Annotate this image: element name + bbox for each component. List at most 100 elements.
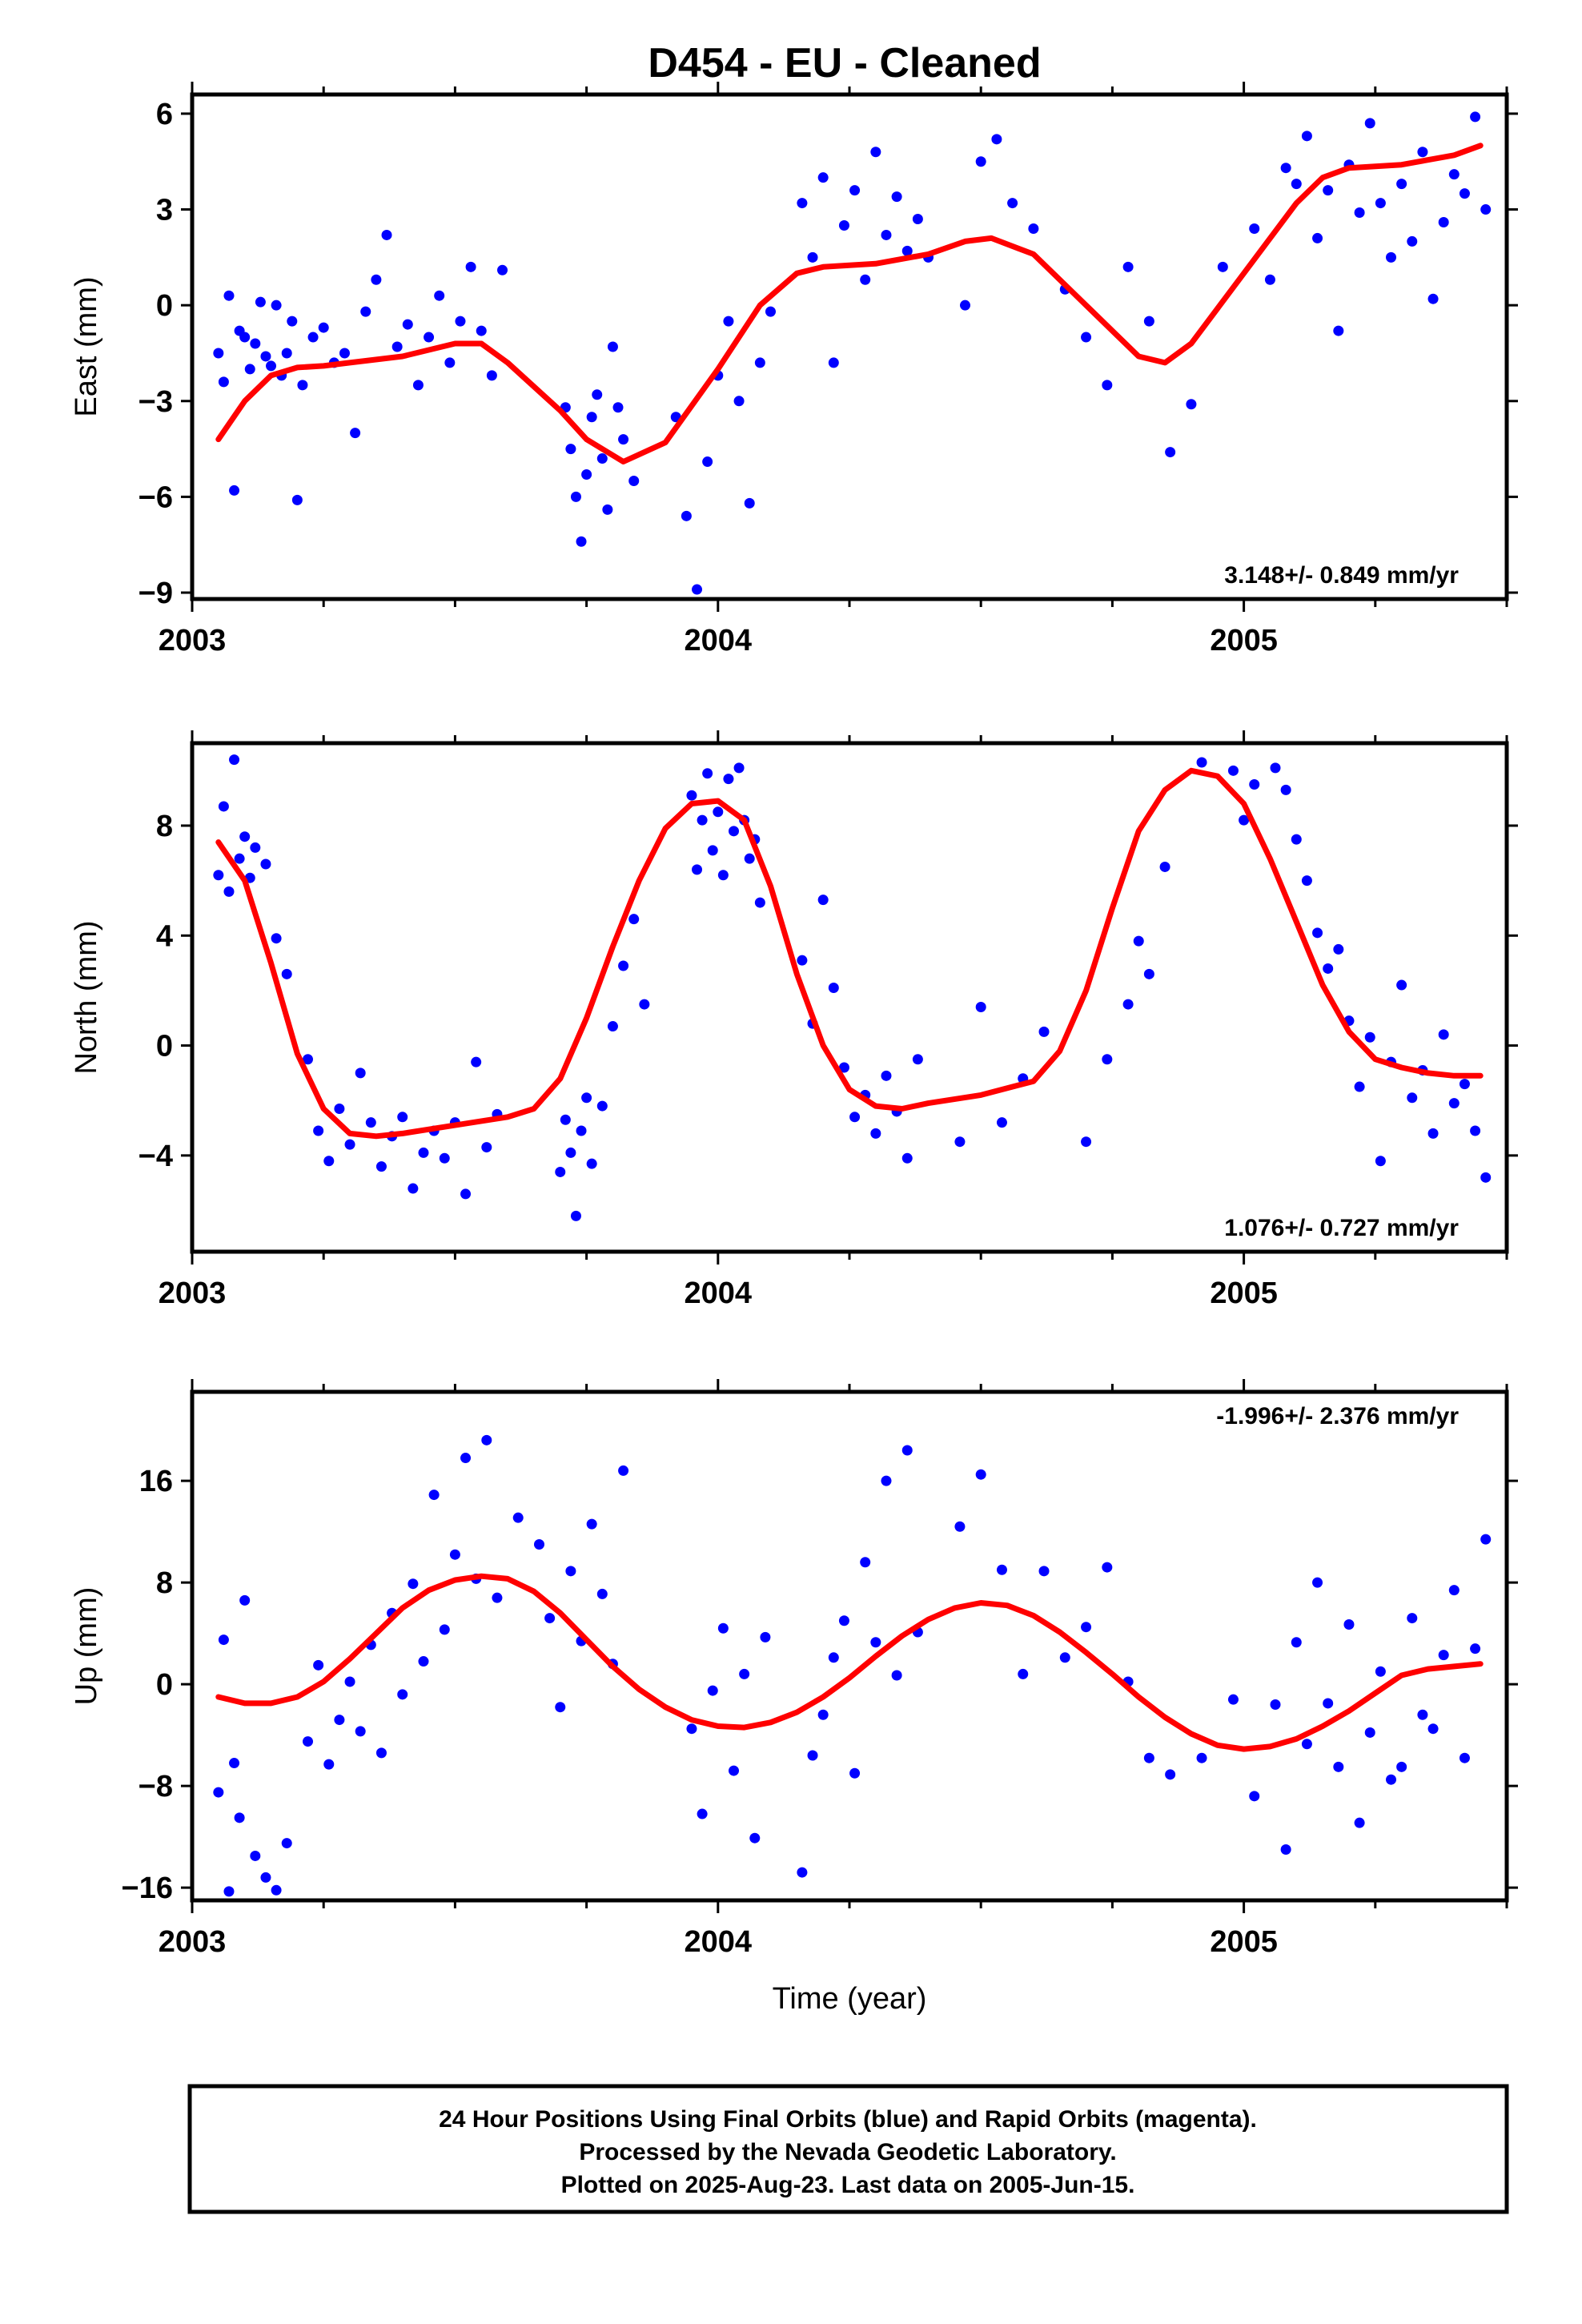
data-point [870,147,881,158]
data-point [954,1521,966,1532]
y-tick-label: −9 [139,577,173,610]
data-point [1407,1092,1418,1104]
data-point [954,1136,966,1148]
data-point [260,858,271,870]
rate-label-background [1178,1212,1495,1244]
footer-line-3: Plotted on 2025-Aug-23. Last data on 200… [561,2172,1135,2198]
data-point [860,1557,871,1568]
data-point [749,1832,761,1844]
x-tick-label: 2005 [1210,1925,1278,1959]
data-point [1364,1727,1375,1738]
velocity-rate-label: 1.076+/- 0.727 mm/yr [1224,1215,1459,1241]
plot-frame [190,1389,1509,1903]
data-point [1301,1739,1312,1750]
data-point [1323,185,1334,196]
data-point [586,1158,597,1169]
data-point [560,1114,571,1125]
data-point [408,1183,419,1194]
data-point [444,357,456,368]
data-point [218,1634,229,1646]
data-point [975,1002,986,1013]
y-tick-label: 16 [139,1465,173,1498]
data-point [260,351,271,362]
data-point [628,914,640,925]
data-point [618,960,629,971]
y-tick-label: 6 [156,98,173,131]
data-point [991,134,1002,145]
data-point [1291,834,1302,845]
data-point [471,1056,482,1068]
data-point [1007,198,1018,209]
data-point [618,434,629,445]
data-point [901,245,913,256]
data-point [576,1125,587,1136]
data-point [1280,784,1291,795]
data-point [1165,447,1176,458]
rate-label-background [1178,1400,1495,1432]
data-point [1301,875,1312,887]
data-point [291,494,303,505]
data-point [1038,1566,1050,1577]
data-point [1448,169,1460,180]
data-point [281,348,292,359]
data-point [1239,814,1250,826]
data-point [418,1147,429,1158]
data-point [807,1750,818,1761]
data-point [596,453,608,464]
data-point [592,389,603,400]
data-point [607,341,618,352]
data-point [733,762,745,774]
data-point [1186,399,1197,410]
data-point [218,801,229,812]
y-tick-label: 4 [156,919,173,953]
data-point [1480,1172,1492,1183]
data-point [870,1637,881,1648]
data-point [612,402,624,413]
data-point [234,853,245,864]
data-point [912,1054,923,1065]
data-point [713,806,724,818]
data-point [975,1469,986,1480]
data-point [250,842,261,853]
data-point [576,536,587,547]
y-axis-label: Up (mm) [70,1587,103,1706]
plot-frame [190,741,1509,1254]
data-point [565,1566,576,1577]
x-tick-label: 2004 [685,1277,753,1310]
y-tick-label: 0 [156,1030,173,1063]
data-point [838,1062,849,1073]
data-point [881,1070,892,1081]
data-point [229,754,240,766]
data-point [1081,1622,1092,1633]
data-point [828,982,839,993]
data-point [239,332,251,343]
data-point [586,412,597,423]
data-point [281,1838,292,1849]
data-point [250,1850,261,1861]
y-tick-label: 0 [156,1668,173,1702]
data-point [565,444,576,455]
data-point [870,1128,881,1139]
data-point [486,370,497,381]
data-point [397,1689,408,1700]
data-point [418,1656,429,1667]
footer-line-2: Processed by the Nevada Geodetic Laborat… [579,2139,1116,2165]
data-point [828,1652,839,1663]
data-point [1438,1029,1449,1040]
data-point [717,870,729,881]
data-point [581,1092,592,1104]
data-point [681,510,692,521]
data-point [1270,762,1281,774]
data-point [1427,1723,1439,1735]
data-point [339,348,350,359]
data-point [1280,1844,1291,1855]
y-tick-label: −16 [122,1872,173,1905]
data-point [460,1188,472,1200]
data-point [271,933,282,944]
data-point [218,376,229,388]
data-point [1396,979,1407,991]
data-point [565,1147,576,1158]
data-point [1386,1774,1397,1785]
data-point [412,380,424,391]
data-point [1459,1079,1470,1090]
